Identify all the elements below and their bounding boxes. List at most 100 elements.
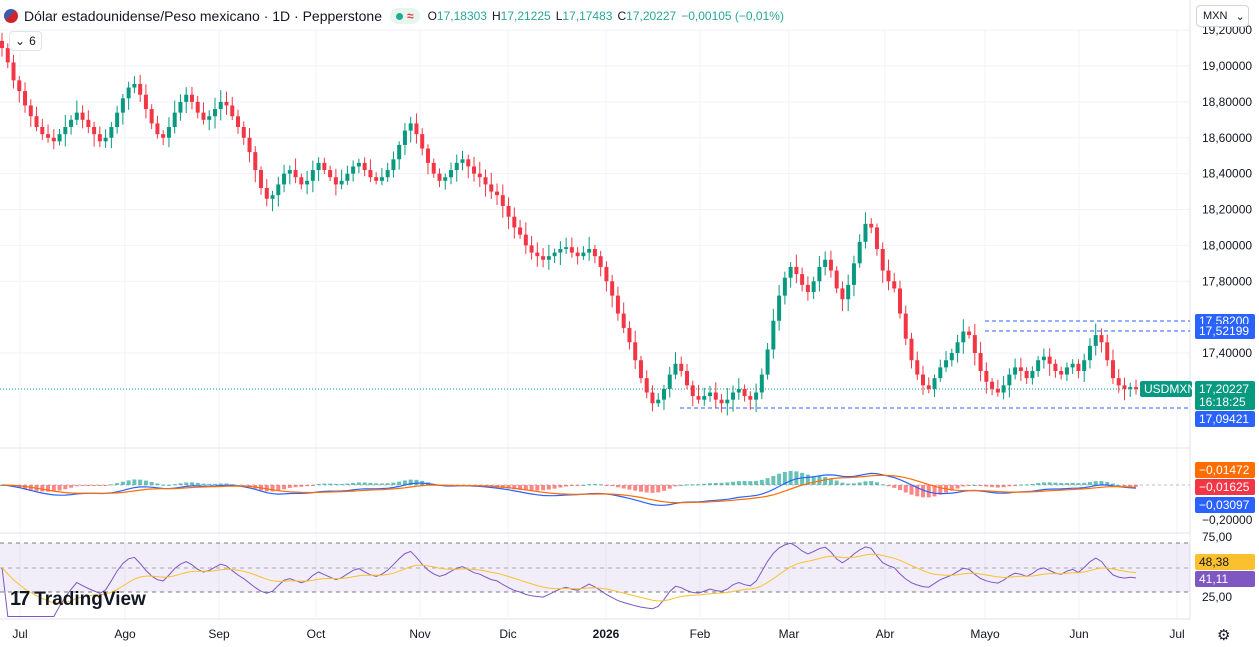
rsi-badge: 48,38: [1199, 555, 1229, 569]
macd-histogram-bar: [92, 485, 97, 486]
macd-histogram-bar: [362, 482, 367, 485]
candle-body: [115, 112, 120, 127]
candle-body: [477, 173, 482, 178]
candle-body: [656, 399, 661, 404]
macd-histogram-bar: [575, 485, 580, 486]
symbol-title[interactable]: Dólar estadounidense/Peso mexicano · 1D …: [24, 8, 382, 24]
price-tick-label: 18,80000: [1202, 95, 1252, 109]
candle-body: [351, 166, 356, 174]
price-tick-label: 18,20000: [1202, 203, 1252, 217]
brand-name: TradingView: [34, 588, 146, 610]
ohlc-change: −0,00105 (−0,01%): [681, 9, 784, 23]
candle-body: [316, 162, 321, 171]
candle-body: [523, 234, 528, 246]
candle-body: [978, 353, 983, 371]
candle-body: [1099, 335, 1104, 343]
macd-histogram-bar: [656, 485, 661, 493]
market-status-pill[interactable]: ≈: [389, 8, 420, 24]
candle-body: [305, 180, 310, 185]
macd-histogram-bar: [1122, 485, 1127, 486]
candle-body: [1036, 360, 1041, 371]
macd-histogram-bar: [736, 481, 741, 485]
time-tick-label: Sep: [208, 627, 230, 641]
macd-histogram-bar: [287, 485, 292, 488]
price-axis[interactable]: 19,2000019,0000018,8000018,6000018,40000…: [1202, 23, 1253, 604]
macd-histogram-bar: [990, 485, 995, 488]
macd-histogram-bar: [644, 485, 649, 493]
tradingview-logo[interactable]: 17 TradingView: [10, 588, 146, 611]
macd-histogram-bar: [1030, 483, 1035, 485]
ohlc-value: 17,21225: [500, 9, 551, 23]
candle-body: [0, 40, 4, 49]
macd-histogram-bar: [731, 481, 736, 485]
last-price-badge-bg: [1195, 381, 1255, 397]
candle-body: [541, 256, 546, 260]
macd-histogram-bar: [1024, 484, 1029, 486]
time-tick-label: Oct: [307, 627, 326, 641]
candle-body: [1064, 367, 1069, 375]
candle-body: [1047, 356, 1052, 364]
level-badge-bg: [1195, 411, 1255, 427]
macd-histogram-bar: [1134, 485, 1138, 487]
candle-body: [552, 252, 557, 257]
macd-histogram-bar: [863, 481, 868, 485]
macd-histogram-bar: [869, 481, 874, 485]
candle-body: [1013, 367, 1018, 375]
time-axis[interactable]: Jul Ago Sep Oct Nov Dic 2026 Feb Mar Abr Mayo Jun Ju…: [12, 627, 1184, 641]
ohlc-value: 17,20227: [626, 9, 677, 23]
candle-body: [483, 177, 488, 185]
currency-select[interactable]: MXN ⌄: [1196, 5, 1249, 27]
macd-histogram-bar: [615, 485, 620, 488]
candle-body: [708, 392, 713, 397]
macd-histogram-bar: [184, 482, 189, 485]
macd-histogram-bar: [621, 485, 626, 489]
macd-histogram-bar: [679, 484, 684, 486]
candle-body: [1007, 374, 1012, 386]
candle-body: [282, 173, 287, 185]
candle-body: [259, 170, 264, 188]
indicators-toggle-button[interactable]: ⌄ 6: [9, 31, 42, 51]
candle-body: [402, 130, 407, 145]
candle-body: [270, 195, 275, 199]
time-tick-label: Jun: [1069, 627, 1088, 641]
macd-histogram-bar: [126, 480, 131, 485]
tradingview-mark-icon: 17: [10, 588, 30, 610]
candle-body: [379, 177, 384, 181]
rsi-pane: [1, 542, 1137, 617]
macd-histogram-bar: [708, 483, 713, 485]
macd-histogram-bar: [742, 481, 747, 485]
candle-body: [644, 378, 649, 393]
time-tick-label: Jul: [1169, 627, 1184, 641]
macd-histogram-bar: [109, 484, 114, 486]
macd-histogram-bar: [909, 485, 914, 495]
level-lines: [680, 320, 1190, 409]
macd-histogram-bar: [1053, 482, 1058, 485]
candle-body: [771, 320, 776, 350]
candle-body: [742, 388, 747, 397]
candle-body: [615, 295, 620, 314]
candle-body: [892, 281, 897, 289]
settings-gear-icon[interactable]: ⚙: [1217, 627, 1231, 644]
macd-histogram-bar: [299, 485, 304, 487]
candle-body: [80, 112, 85, 120]
candle-body: [512, 216, 517, 228]
ohlc-values: O17,18303 H17,21225 L17,17483 C17,20227 …: [428, 9, 784, 23]
macd-histogram-bar: [921, 485, 926, 498]
candle-body: [500, 195, 505, 206]
ohlc-key: L: [555, 9, 563, 23]
candle-body: [529, 245, 534, 253]
candle-body: [990, 381, 995, 389]
macd-histogram-bar: [546, 485, 551, 490]
macd-histogram-bar: [138, 479, 143, 485]
macd-histogram-bar: [823, 477, 828, 485]
macd-histogram-bar: [512, 485, 517, 490]
candle-body: [425, 148, 430, 163]
macd-histogram-bar: [967, 485, 972, 486]
candle-body: [57, 134, 62, 142]
candle-body: [28, 105, 33, 117]
candle-body: [995, 388, 1000, 393]
candle-body: [926, 385, 931, 389]
candle-body: [972, 335, 977, 354]
candle-body: [575, 252, 580, 257]
